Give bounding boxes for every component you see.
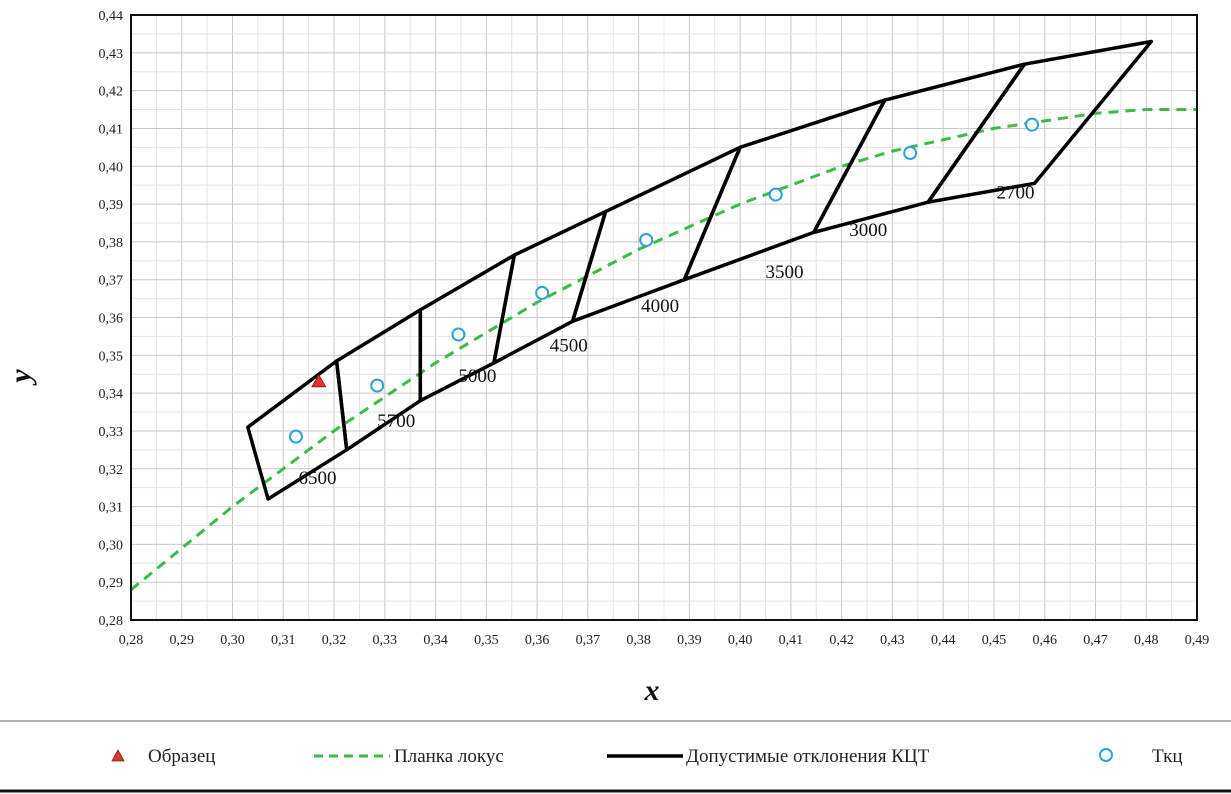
legend-locus-label: Планка локус <box>394 746 504 767</box>
y-tick-label: 0,40 <box>99 160 124 175</box>
x-tick-label: 0,46 <box>1032 633 1057 648</box>
x-tick-label: 0,40 <box>728 633 753 648</box>
x-tick-label: 0,33 <box>373 633 398 648</box>
x-tick-label: 0,30 <box>220 633 245 648</box>
y-tick-label: 0,36 <box>99 312 124 327</box>
cct-label: 5000 <box>458 366 496 387</box>
x-tick-label: 0,31 <box>271 633 296 648</box>
x-tick-label: 0,32 <box>322 633 347 648</box>
grid <box>130 14 1198 621</box>
tkc-point <box>535 285 550 300</box>
tolerance-series: 6500 5700 5000 4500 4000 3500 3000 2700 <box>246 39 1154 501</box>
tkc-series <box>288 117 1040 444</box>
tkc-point <box>288 429 303 444</box>
cct-label: 6500 <box>299 468 337 489</box>
tolerance-quad <box>926 39 1154 204</box>
legend-sample-label: Образец <box>148 746 215 767</box>
cct-label: 3000 <box>849 220 887 241</box>
x-tick-label: 0,34 <box>423 633 448 648</box>
x-tick-label: 0,44 <box>931 633 956 648</box>
y-tick-label: 0,44 <box>99 9 124 24</box>
x-tick-label: 0,49 <box>1185 633 1210 648</box>
x-tick-label: 0,39 <box>677 633 702 648</box>
y-tick-label: 0,29 <box>99 576 124 591</box>
tkc-point <box>451 327 466 342</box>
legend-tolerance-label: Допустимые отклонения КЦТ <box>686 746 930 767</box>
y-tick-label: 0,30 <box>99 538 124 553</box>
locus-series <box>131 108 1197 591</box>
x-tick-label: 0,38 <box>626 633 651 648</box>
x-tick-label: 0,41 <box>779 633 804 648</box>
x-tick-label: 0,29 <box>170 633 195 648</box>
x-tick-label: 0,37 <box>576 633 601 648</box>
cct-label: 5700 <box>377 411 415 432</box>
x-tick-label: 0,47 <box>1083 633 1108 648</box>
y-tick-label: 0,43 <box>99 47 124 62</box>
x-tick-label: 0,42 <box>829 633 854 648</box>
y-tick-label: 0,32 <box>99 463 124 478</box>
y-tick-label: 0,33 <box>99 425 124 440</box>
tkc-point <box>768 187 783 202</box>
cct-label: 3500 <box>766 262 804 283</box>
y-tick-label: 0,38 <box>99 236 124 251</box>
sample-series <box>311 374 327 388</box>
x-tick-label: 0,45 <box>982 633 1007 648</box>
x-tick-label: 0,43 <box>880 633 905 648</box>
y-tick-label: 0,41 <box>99 122 124 137</box>
y-tick-label: 0,34 <box>99 387 124 402</box>
y-axis-label: y <box>4 369 37 386</box>
tkc-point <box>370 378 385 393</box>
cct-label: 4500 <box>550 336 588 357</box>
sample-point <box>311 374 327 388</box>
tkc-point <box>903 146 918 161</box>
x-tick-label: 0,48 <box>1134 633 1159 648</box>
y-tick-label: 0,31 <box>99 501 124 516</box>
tkc-point <box>1025 117 1040 132</box>
x-tick-labels: 0,28 0,29 0,30 0,31 0,32 0,33 0,34 0,35 0,36 0,37… <box>119 633 1210 648</box>
y-tick-label: 0,35 <box>99 349 124 364</box>
y-tick-labels: 0,28 0,29 0,30 0,31 0,32 0,33 0,34 0,35 0,36 0,37… <box>99 9 124 629</box>
x-tick-label: 0,36 <box>525 633 550 648</box>
y-tick-label: 0,39 <box>99 198 124 213</box>
tkc-point <box>639 232 654 247</box>
plot-frame <box>130 14 1198 621</box>
x-axis-label: x <box>644 674 660 707</box>
x-tick-label: 0,35 <box>474 633 499 648</box>
cct-label: 2700 <box>996 182 1034 203</box>
y-tick-label: 0,28 <box>99 614 124 629</box>
legend-sample-marker <box>111 749 125 762</box>
locus-line <box>131 108 1197 591</box>
legend-tkc-label: Ткц <box>1152 746 1183 767</box>
y-tick-label: 0,42 <box>99 85 124 100</box>
y-tick-label: 0,37 <box>99 274 124 289</box>
legend: Образец Планка локус Допустимые отклонен… <box>111 746 1183 767</box>
legend-tkc-marker <box>1099 748 1113 762</box>
cct-label: 4000 <box>641 296 679 317</box>
x-tick-label: 0,28 <box>119 633 144 648</box>
